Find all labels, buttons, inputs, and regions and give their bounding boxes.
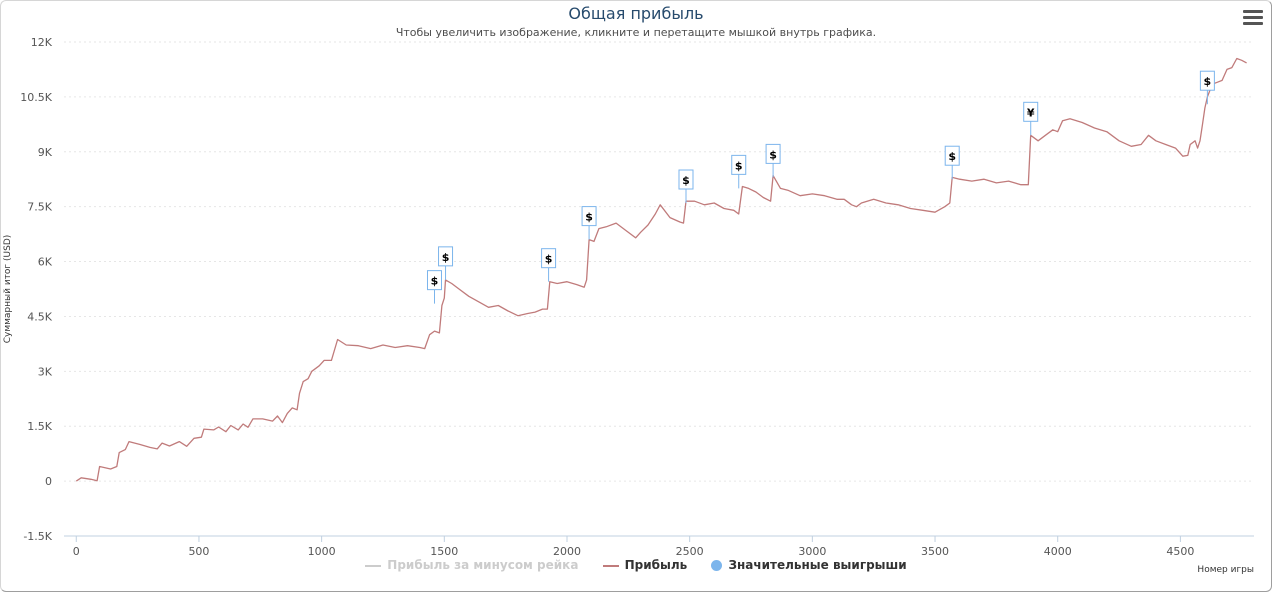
x-tick-label: 3000 — [798, 545, 826, 558]
y-tick-label: 10.5K — [20, 91, 52, 104]
flag-label: $ — [1204, 75, 1212, 88]
y-tick-label: 0 — [45, 475, 52, 488]
flag-label: ¥ — [1027, 106, 1035, 119]
y-axis-title: Суммарный итог (USD) — [3, 235, 13, 344]
x-tick-label: 2500 — [676, 545, 704, 558]
x-tick-label: 4000 — [1044, 545, 1072, 558]
chart-menu-icon[interactable] — [1243, 10, 1263, 28]
y-tick-label: -1.5K — [23, 530, 52, 543]
chart-plot[interactable]: -1.5K 0 1.5K 3K 4.5K 6K 7.5K 9K 10.5K 12K 0 500 1000… — [0, 0, 1272, 592]
chart-subtitle: Чтобы увеличить изображение, кликните и … — [395, 26, 877, 39]
legend-item-net[interactable]: Прибыль за минусом рейка — [365, 558, 578, 572]
y-tick-label: 6K — [38, 256, 53, 269]
x-tick-label: 500 — [188, 545, 209, 558]
flag-label: $ — [948, 150, 956, 163]
flag-label: $ — [442, 251, 450, 264]
chart-frame — [0, 0, 1272, 592]
x-tick-label: 4500 — [1166, 545, 1194, 558]
flag-label: $ — [545, 253, 553, 266]
legend-item-profit[interactable]: Прибыль — [602, 558, 688, 572]
y-tick-label: 4.5K — [27, 310, 52, 323]
flag-label: $ — [769, 148, 777, 161]
legend-label-profit: Прибыль — [624, 558, 688, 572]
flag-box — [581, 206, 597, 227]
y-tick-label: 7.5K — [27, 201, 52, 214]
x-tick-label: 1000 — [308, 545, 336, 558]
legend-line-icon — [602, 564, 619, 567]
flag-box — [1023, 101, 1039, 122]
y-tick-label: 9K — [38, 146, 53, 159]
flag-box — [765, 143, 781, 164]
flag-box — [438, 246, 454, 267]
x-tick-label: 2000 — [553, 545, 581, 558]
series-line-profit — [75, 57, 1247, 482]
flag-label: $ — [682, 174, 690, 187]
legend-item-big-wins[interactable]: Значительные выигрыши — [711, 558, 907, 572]
flag-box — [1199, 70, 1215, 91]
legend-label-big-wins: Значительные выигрыши — [728, 558, 907, 572]
chart-title: Общая прибыль — [568, 4, 704, 23]
flag-box — [541, 248, 557, 269]
flag-label: $ — [431, 275, 439, 288]
legend-label-net: Прибыль за минусом рейка — [387, 558, 579, 572]
y-tick-label: 1.5K — [27, 420, 52, 433]
x-axis-title: Номер игры — [1197, 565, 1254, 575]
flag-box — [731, 154, 747, 175]
flag-box — [678, 169, 694, 190]
y-tick-label: 3K — [38, 365, 53, 378]
flag-label: $ — [735, 159, 743, 172]
x-tick-label: 3500 — [921, 545, 949, 558]
legend-line-icon — [365, 564, 382, 567]
flag-box — [944, 145, 960, 166]
flag-label: $ — [585, 211, 593, 224]
y-tick-label: 12K — [31, 36, 53, 49]
flag-box — [426, 270, 442, 291]
x-tick-label: 1500 — [430, 545, 458, 558]
legend: Прибыль за минусом рейка Прибыль Значите… — [0, 558, 1272, 572]
legend-dot-icon — [711, 560, 723, 571]
x-tick-label: 0 — [73, 545, 80, 558]
